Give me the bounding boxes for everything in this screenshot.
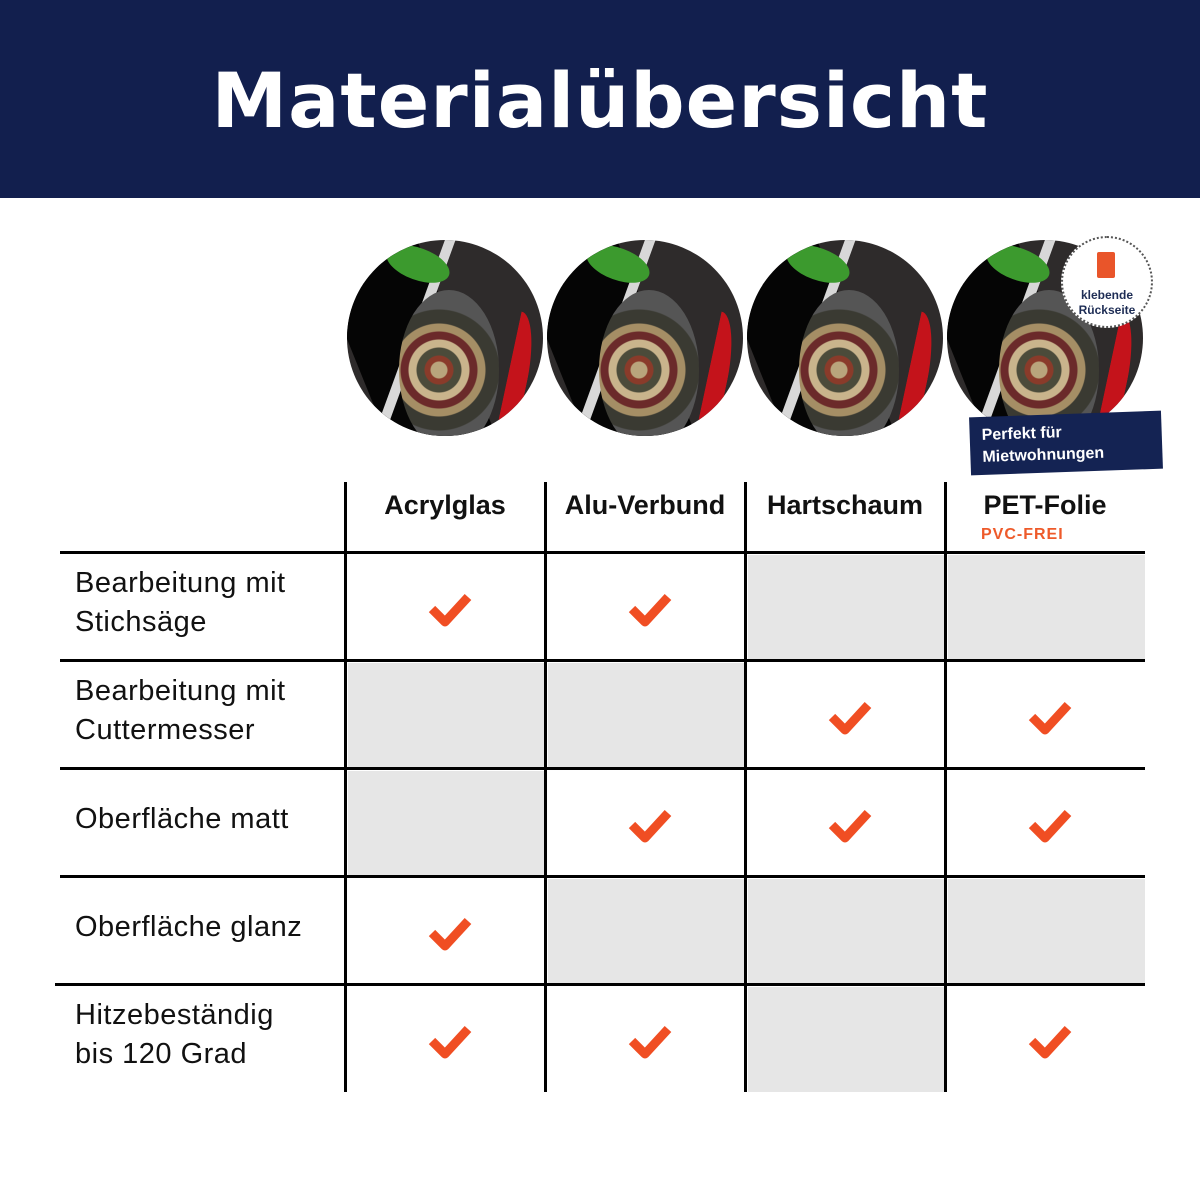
check-icon <box>428 593 472 627</box>
header-banner <box>0 0 1200 198</box>
page-title: Materialübersicht <box>211 56 989 145</box>
row-divider <box>60 875 1145 878</box>
check-icon <box>628 809 672 843</box>
column-header: Acrylglas <box>384 490 506 520</box>
badge-line1: klebende <box>1080 288 1134 302</box>
column-divider <box>744 482 747 1092</box>
cell-3-2 <box>548 771 745 876</box>
row-label: Oberfläche matt <box>75 800 289 839</box>
check-icon <box>828 809 872 843</box>
material-sample-image-1 <box>347 240 543 436</box>
cell-2-3 <box>748 663 945 768</box>
cell-2-4 <box>948 663 1145 768</box>
cell-2-1 <box>348 663 545 768</box>
adhesive-backing-icon <box>1097 252 1115 278</box>
cell-5-4 <box>948 987 1145 1092</box>
row-label-line1: Bearbeitung mit <box>75 675 286 707</box>
check-icon <box>1028 1025 1072 1059</box>
row-divider <box>60 767 1145 770</box>
row-label-line2: bis 120 Grad <box>75 1038 248 1070</box>
cell-1-4 <box>948 555 1145 660</box>
check-icon <box>628 593 672 627</box>
cell-4-1 <box>348 879 545 984</box>
rental-ribbon: Perfekt für Mietwohnungen <box>969 410 1163 476</box>
cell-4-4 <box>948 879 1145 984</box>
cell-5-2 <box>548 987 745 1092</box>
check-icon <box>1028 701 1072 735</box>
row-label: Hitzebeständig bis 120 Grad <box>75 996 274 1074</box>
column-divider <box>344 482 347 1092</box>
row-label: Bearbeitung mit Stichsäge <box>75 564 286 642</box>
cell-5-1 <box>348 987 545 1092</box>
check-icon <box>828 701 872 735</box>
material-sample-image-3 <box>747 240 943 436</box>
column-header: Hartschaum <box>766 490 924 520</box>
badge-line2: Rückseite <box>1078 303 1136 317</box>
cell-2-2 <box>548 663 745 768</box>
material-sample-image-2 <box>547 240 743 436</box>
check-icon <box>628 1025 672 1059</box>
row-label-line2: Stichsäge <box>75 606 207 638</box>
pvc-free-label: PVC-FREI <box>981 526 1064 543</box>
row-divider <box>60 659 1145 662</box>
check-icon <box>428 1025 472 1059</box>
row-divider <box>60 551 1145 554</box>
column-header: PET-Folie <box>983 490 1107 520</box>
cell-4-3 <box>748 879 945 984</box>
cell-1-1 <box>348 555 545 660</box>
column-header: Alu-Verbund <box>564 490 726 520</box>
row-label-line1: Hitzebeständig <box>75 999 274 1031</box>
cell-4-2 <box>548 879 745 984</box>
row-label: Bearbeitung mit Cuttermesser <box>75 672 286 750</box>
row-label-line1: Bearbeitung mit <box>75 567 286 599</box>
row-divider <box>55 983 1145 986</box>
cell-5-3 <box>748 987 945 1092</box>
ribbon-line2: Mietwohnungen <box>982 444 1105 466</box>
row-label: Oberfläche glanz <box>75 908 302 947</box>
adhesive-back-badge: klebende Rückseite <box>1061 236 1153 328</box>
row-label-line2: Cuttermesser <box>75 714 256 746</box>
cell-1-2 <box>548 555 745 660</box>
column-divider <box>544 482 547 1092</box>
cell-3-3 <box>748 771 945 876</box>
column-divider <box>944 482 947 1092</box>
check-icon <box>1028 809 1072 843</box>
row-label-line1: Oberfläche matt <box>75 803 289 835</box>
cell-1-3 <box>748 555 945 660</box>
row-label-line1: Oberfläche glanz <box>75 911 303 943</box>
check-icon <box>428 917 472 951</box>
cell-3-4 <box>948 771 1145 876</box>
cell-3-1 <box>348 771 545 876</box>
